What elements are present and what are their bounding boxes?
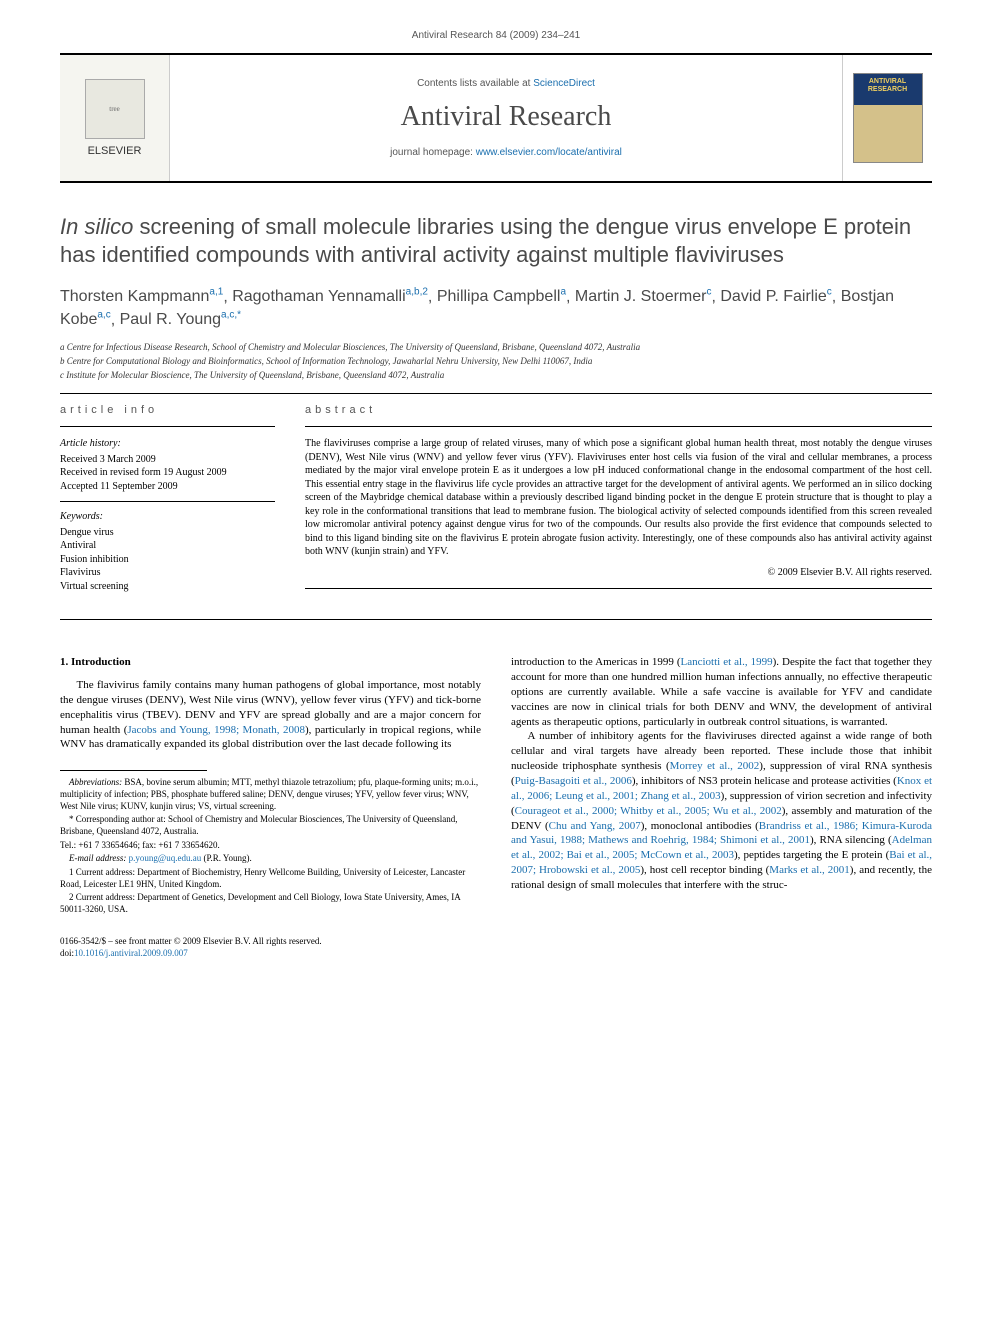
affiliation-list: a Centre for Infectious Disease Research…	[60, 341, 932, 381]
affiliation-line: c Institute for Molecular Bioscience, Th…	[60, 369, 932, 382]
author: Martin J. Stoermerc	[575, 288, 712, 305]
author-affiliation-marker: a,b,2	[406, 287, 428, 298]
abstract-block: abstract The flaviviruses comprise a lar…	[305, 404, 932, 609]
divider	[60, 619, 932, 620]
affiliation-line: b Centre for Computational Biology and B…	[60, 355, 932, 368]
keyword: Virtual screening	[60, 580, 275, 594]
citation-link[interactable]: Jacobs and Young, 1998; Monath, 2008	[127, 724, 305, 736]
section-heading-introduction: 1. Introduction	[60, 655, 481, 670]
article-history-block: Article history: Received 3 March 2009Re…	[60, 437, 275, 502]
cover-thumbnail: ANTIVIRAL RESEARCH	[853, 73, 923, 163]
journal-homepage-line: journal homepage: www.elsevier.com/locat…	[390, 147, 622, 158]
affiliation-line: a Centre for Infectious Disease Research…	[60, 341, 932, 354]
contact-tel-fax: Tel.: +61 7 33654646; fax: +61 7 3365462…	[60, 840, 481, 852]
issn-copyright-line: 0166-3542/$ – see front matter © 2009 El…	[60, 936, 481, 948]
footnotes-block: Abbreviations: BSA, bovine serum albumin…	[60, 777, 481, 916]
journal-masthead: tree ELSEVIER Contents lists available a…	[60, 53, 932, 183]
author: Thorsten Kampmanna,1	[60, 288, 223, 305]
citation-link[interactable]: Lanciotti et al., 1999	[681, 656, 773, 668]
article-title: In silico screening of small molecule li…	[60, 213, 932, 268]
author: Paul R. Younga,c,*	[120, 311, 241, 328]
author-current-address-1: 1 Current address: Department of Biochem…	[60, 867, 481, 890]
author: Ragothaman Yennamallia,b,2	[232, 288, 428, 305]
running-head: Antiviral Research 84 (2009) 234–241	[60, 30, 932, 41]
abstract-text: The flaviviruses comprise a large group …	[305, 437, 932, 559]
article-info-sidebar: article info Article history: Received 3…	[60, 404, 275, 609]
keyword: Fusion inhibition	[60, 553, 275, 567]
author-current-address-2: 2 Current address: Department of Genetic…	[60, 892, 481, 915]
author-affiliation-marker: c	[827, 287, 832, 298]
journal-name: Antiviral Research	[401, 101, 612, 133]
author-affiliation-marker: c	[706, 287, 711, 298]
corresponding-email-link[interactable]: p.young@uq.edu.au	[129, 853, 202, 863]
history-line: Accepted 11 September 2009	[60, 480, 275, 494]
author-affiliation-marker: a,1	[209, 287, 223, 298]
citation-link[interactable]: Puig-Basagoiti et al., 2006	[515, 775, 632, 787]
journal-homepage-link[interactable]: www.elsevier.com/locate/antiviral	[476, 147, 622, 158]
keyword: Dengue virus	[60, 526, 275, 540]
keywords-block: Keywords: Dengue virusAntiviralFusion in…	[60, 510, 275, 601]
front-matter-footer: 0166-3542/$ – see front matter © 2009 El…	[60, 936, 481, 959]
corresponding-author-note: * Corresponding author at: School of Che…	[60, 814, 481, 837]
abstract-heading: abstract	[305, 404, 932, 416]
sciencedirect-link[interactable]: ScienceDirect	[533, 78, 595, 89]
body-paragraph: introduction to the Americas in 1999 (La…	[511, 655, 932, 729]
history-line: Received 3 March 2009	[60, 453, 275, 467]
author-affiliation-marker: a	[560, 287, 566, 298]
cover-thumbnail-block: ANTIVIRAL RESEARCH	[842, 55, 932, 181]
citation-link[interactable]: Marks et al., 2001	[769, 864, 850, 876]
author-list: Thorsten Kampmanna,1, Ragothaman Yennama…	[60, 286, 932, 331]
author: Phillipa Campbella	[437, 288, 566, 305]
author: David P. Fairliec	[720, 288, 831, 305]
history-line: Received in revised form 19 August 2009	[60, 466, 275, 480]
body-paragraph: The flavivirus family contains many huma…	[60, 678, 481, 752]
footnote-rule	[60, 770, 207, 771]
publisher-logo-block: tree ELSEVIER	[60, 55, 170, 181]
body-column-right: introduction to the Americas in 1999 (La…	[511, 655, 932, 959]
contents-available-line: Contents lists available at ScienceDirec…	[417, 78, 595, 89]
body-column-left: 1. Introduction The flavivirus family co…	[60, 655, 481, 959]
keyword: Flavivirus	[60, 566, 275, 580]
article-info-heading: article info	[60, 404, 275, 416]
citation-link[interactable]: Chu and Yang, 2007	[549, 820, 641, 832]
elsevier-tree-icon: tree	[85, 79, 145, 139]
author-affiliation-marker: a,c	[97, 310, 110, 321]
author-affiliation-marker: a,c,*	[221, 310, 241, 321]
citation-link[interactable]: Morrey et al., 2002	[670, 760, 760, 772]
abstract-copyright: © 2009 Elsevier B.V. All rights reserved…	[305, 567, 932, 578]
cover-thumbnail-text: ANTIVIRAL RESEARCH	[854, 78, 922, 93]
publisher-name: ELSEVIER	[88, 145, 142, 157]
body-paragraph: A number of inhibitory agents for the fl…	[511, 729, 932, 892]
citation-link[interactable]: Courageot et al., 2000; Whitby et al., 2…	[515, 805, 782, 817]
divider	[60, 393, 932, 394]
keyword: Antiviral	[60, 539, 275, 553]
doi-link[interactable]: 10.1016/j.antiviral.2009.09.007	[74, 948, 188, 958]
